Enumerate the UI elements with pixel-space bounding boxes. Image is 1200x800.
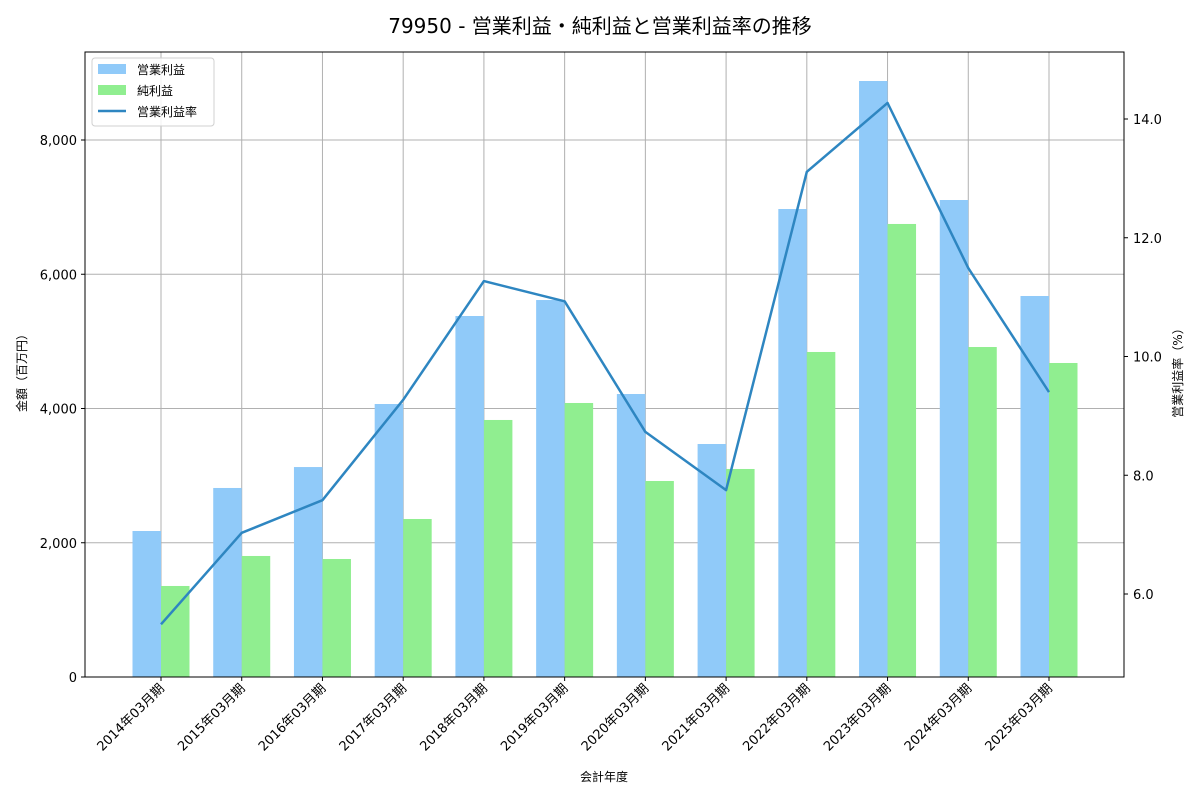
x-axis-ticks: 2014年03月期 2015年03月期 2016年03月期 2017年03月期 2018… xyxy=(95,677,1056,755)
bar-net-profit xyxy=(241,555,271,677)
bar-operating-profit xyxy=(1020,295,1049,677)
x-tick-label: 2018年03月期 xyxy=(417,681,490,754)
bar-net-profit xyxy=(968,347,997,677)
bar-operating-profit xyxy=(939,200,969,677)
left-axis-ticks: 0 2,000 4,000 6,000 8,000 xyxy=(40,134,85,686)
svg-text:0: 0 xyxy=(69,671,77,686)
bar-operating-profit xyxy=(455,316,484,677)
x-tick-label: 2025年03月期 xyxy=(983,681,1056,754)
bar-net-profit xyxy=(161,585,190,677)
svg-text:14.0: 14.0 xyxy=(1133,113,1162,128)
y2-axis-label: 営業利益率（%） xyxy=(1170,322,1185,417)
x-tick-label: 2016年03月期 xyxy=(256,681,329,754)
x-tick-label: 2015年03月期 xyxy=(175,681,248,754)
bar-operating-profit xyxy=(374,404,404,677)
bar-net-profit xyxy=(483,419,513,677)
legend-label-net-profit: 純利益 xyxy=(137,84,173,98)
x-tick-label: 2022年03月期 xyxy=(740,681,813,754)
svg-text:8.0: 8.0 xyxy=(1133,469,1154,484)
svg-text:6.0: 6.0 xyxy=(1133,588,1154,603)
svg-text:12.0: 12.0 xyxy=(1133,232,1162,247)
bar-operating-profit xyxy=(213,487,242,677)
bar-net-profit xyxy=(726,468,755,677)
legend-swatch-operating-profit xyxy=(98,64,126,74)
bar-net-profit xyxy=(564,402,594,677)
bar-operating-profit xyxy=(536,300,565,677)
bar-net-profit xyxy=(806,351,836,677)
x-tick-label: 2021年03月期 xyxy=(660,681,733,754)
bar-net-profit xyxy=(322,558,351,677)
bar-operating-profit xyxy=(697,444,727,677)
y-axis-label: 金額（百万円） xyxy=(14,328,29,412)
svg-text:6,000: 6,000 xyxy=(40,268,77,283)
bar-operating-profit xyxy=(132,531,161,677)
bar-net-profit xyxy=(645,480,674,677)
svg-text:8,000: 8,000 xyxy=(40,134,77,149)
x-tick-label: 2017年03月期 xyxy=(337,681,410,754)
plot-frame xyxy=(84,51,1125,678)
bar-operating-profit xyxy=(293,467,323,677)
svg-text:4,000: 4,000 xyxy=(40,403,77,418)
bar-net-profit xyxy=(1049,362,1078,677)
margin-line xyxy=(160,101,1051,626)
bar-operating-profit xyxy=(859,80,888,677)
legend-label-operating-profit: 営業利益 xyxy=(137,63,185,77)
bar-net-profit xyxy=(887,223,917,677)
x-tick-label: 2024年03月期 xyxy=(902,681,975,754)
x-axis-label: 会計年度 xyxy=(580,769,628,784)
svg-text:10.0: 10.0 xyxy=(1133,351,1162,366)
bar-net-profit xyxy=(403,518,432,677)
right-axis-ticks: 6.0 8.0 10.0 12.0 14.0 xyxy=(1124,113,1162,603)
x-tick-label: 2023年03月期 xyxy=(821,681,894,754)
bar-operating-profit xyxy=(778,209,807,677)
chart-title: 79950 - 営業利益・純利益と営業利益率の推移 xyxy=(388,14,812,38)
x-tick-label: 2020年03月期 xyxy=(579,681,652,754)
bars xyxy=(132,80,1078,677)
legend-swatch-net-profit xyxy=(98,85,126,95)
svg-text:2,000: 2,000 xyxy=(40,537,77,552)
x-tick-label: 2019年03月期 xyxy=(498,681,571,754)
x-tick-label: 2014年03月期 xyxy=(95,681,168,754)
legend-label-margin: 営業利益率 xyxy=(137,104,197,119)
legend: 営業利益 純利益 営業利益率 xyxy=(91,57,215,127)
bar-operating-profit xyxy=(616,394,646,677)
